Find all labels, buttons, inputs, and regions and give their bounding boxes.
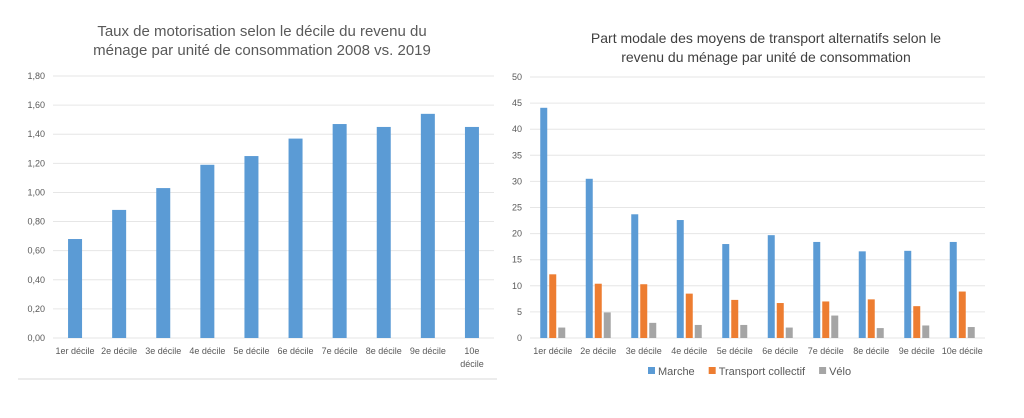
x-tick-label: 2e décile: [580, 346, 616, 356]
bar-vélo: [649, 322, 657, 338]
x-tick-label: 1er décile: [56, 346, 95, 356]
y-tick-label: 35: [512, 150, 522, 160]
bar-marche: [722, 244, 730, 338]
y-tick-label: 15: [512, 255, 522, 265]
x-tick-label: 8e décile: [853, 346, 889, 356]
x-tick-label: 3e décile: [626, 346, 662, 356]
legend-label: Transport collectif: [719, 366, 806, 378]
bar-marche: [858, 251, 866, 338]
bar-vélo: [558, 327, 566, 338]
x-tick-label: 4e décile: [189, 346, 225, 356]
legend-swatch: [648, 367, 655, 374]
x-tick-label: 9e décile: [899, 346, 935, 356]
y-tick-label: 30: [512, 176, 522, 186]
bar-transport-collectif: [640, 284, 648, 338]
bar-value: [156, 188, 171, 338]
y-tick-label: 25: [512, 203, 522, 213]
bar-value: [68, 239, 83, 338]
bar-vélo: [967, 327, 975, 338]
x-tick-label: 2e décile: [101, 346, 137, 356]
legend-label: Marche: [658, 366, 695, 378]
bar-transport-collectif: [549, 274, 557, 338]
y-tick-label: 20: [512, 229, 522, 239]
bar-transport-collectif: [685, 293, 693, 338]
bar-value: [200, 164, 215, 338]
x-tick-label: 10e: [464, 346, 479, 356]
y-tick-label: 0: [517, 333, 522, 343]
x-tick-label: décile: [460, 359, 484, 369]
x-tick-label: 4e décile: [671, 346, 707, 356]
y-tick-label: 10: [512, 281, 522, 291]
bar-marche: [676, 220, 684, 338]
chart2-title-line1: Part modale des moyens de transport alte…: [591, 30, 941, 46]
chart2: 0 5 10 15 20 25 30 35 40 45 50 1er décile 2e décile 3…: [512, 72, 985, 378]
bar-vélo: [831, 315, 839, 338]
bar-transport-collectif: [822, 301, 830, 338]
bar-transport-collectif: [913, 306, 921, 338]
y-tick-label: 1,40: [27, 129, 45, 139]
x-tick-label: 7e décile: [808, 346, 844, 356]
bar-vélo: [922, 325, 930, 338]
bar-marche: [904, 250, 912, 338]
chart1-title-line1: Taux de motorisation selon le décile du …: [97, 23, 426, 40]
y-tick-label: 0,60: [27, 246, 45, 256]
x-tick-label: 10e décile: [942, 346, 983, 356]
bar-transport-collectif: [594, 283, 602, 338]
y-tick-label: 45: [512, 98, 522, 108]
y-tick-label: 5: [517, 307, 522, 317]
bar-value: [376, 126, 391, 338]
bar-value: [464, 126, 479, 338]
y-tick-label: 50: [512, 72, 522, 82]
bar-vélo: [740, 324, 748, 338]
chart2-title-line2: revenu du ménage par unité de consommati…: [621, 49, 911, 65]
y-tick-label: 1,80: [27, 71, 45, 81]
y-tick-label: 0,80: [27, 217, 45, 227]
bar-transport-collectif: [731, 299, 739, 338]
y-tick-label: 0,20: [27, 304, 45, 314]
y-tick-label: 1,20: [27, 158, 45, 168]
x-tick-label: 1er décile: [533, 346, 572, 356]
x-tick-label: 6e décile: [762, 346, 798, 356]
x-tick-label: 3e décile: [145, 346, 181, 356]
bar-vélo: [694, 324, 702, 338]
bar-value: [112, 209, 127, 338]
legend-label: Vélo: [829, 366, 851, 378]
y-tick-label: 40: [512, 124, 522, 134]
bar-vélo: [876, 328, 884, 338]
bar-marche: [631, 214, 639, 338]
bar-value: [332, 124, 347, 339]
bar-marche: [813, 241, 821, 338]
bar-vélo: [785, 327, 793, 338]
bar-transport-collectif: [867, 299, 875, 338]
bar-vélo: [603, 312, 611, 338]
bar-value: [244, 156, 259, 338]
x-tick-label: 7e décile: [322, 346, 358, 356]
x-tick-label: 8e décile: [366, 346, 402, 356]
bar-marche: [949, 241, 957, 338]
bar-marche: [767, 235, 775, 338]
x-tick-label: 5e décile: [717, 346, 753, 356]
x-tick-label: 9e décile: [410, 346, 446, 356]
x-tick-label: 6e décile: [278, 346, 314, 356]
y-tick-label: 1,00: [27, 187, 45, 197]
chart1-title-line2: ménage par unité de consommation 2008 vs…: [93, 42, 431, 59]
y-tick-label: 0,00: [27, 333, 45, 343]
bar-value: [420, 113, 435, 338]
bar-marche: [585, 178, 593, 338]
y-tick-label: 1,60: [27, 100, 45, 110]
bar-transport-collectif: [776, 303, 784, 338]
chart1: 0,00 0,20 0,40 0,60 0,80 1,00 1,20 1,40 1,60 1,80…: [27, 71, 494, 369]
legend-swatch: [819, 367, 827, 374]
y-tick-label: 0,40: [27, 275, 45, 285]
bar-transport-collectif: [958, 291, 966, 338]
legend-swatch: [708, 367, 716, 374]
x-tick-label: 5e décile: [233, 346, 269, 356]
bar-value: [288, 138, 303, 338]
bar-marche: [540, 107, 548, 338]
